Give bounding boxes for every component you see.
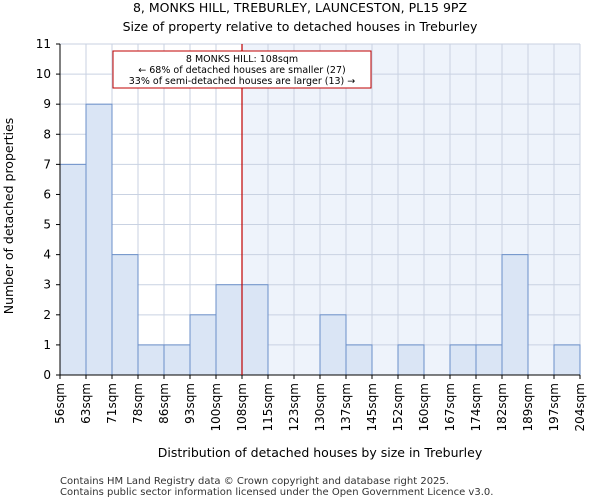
x-tick-label: 137sqm (339, 383, 353, 431)
histogram-bar (553, 344, 581, 376)
histogram-bar (345, 344, 373, 376)
y-axis-label: Number of detached properties (1, 118, 16, 315)
histogram-bar (111, 254, 139, 376)
annotation-line-3: 33% of semi-detached houses are larger (… (129, 76, 356, 87)
annotation-line-2: ← 68% of detached houses are smaller (27… (138, 65, 345, 76)
x-tick-label: 86sqm (157, 383, 171, 424)
x-tick-label: 189sqm (521, 383, 535, 431)
histogram-bar (163, 344, 191, 376)
x-tick-label: 152sqm (391, 383, 405, 431)
chart-subtitle: Size of property relative to detached ho… (123, 19, 478, 34)
x-tick-label: 56sqm (53, 383, 67, 424)
histogram-bar (189, 314, 217, 376)
y-tick-label: 3 (43, 278, 51, 292)
plot-area: 0 1 2 3 4 5 6 7 8 9 10 11 56sqm 63sqm 71sqm 78sqm 86sqm 9… (36, 37, 587, 431)
x-tick-label: 71sqm (105, 383, 119, 424)
y-tick-label: 5 (43, 218, 51, 232)
x-tick-label: 100sqm (209, 383, 223, 431)
histogram-bar (397, 344, 425, 376)
footer-line-2: Contains public sector information licen… (60, 487, 493, 498)
x-tick-label: 123sqm (287, 383, 301, 431)
x-tick-label: 197sqm (547, 383, 561, 431)
y-tick-label: 9 (43, 97, 51, 111)
y-tick-label: 4 (43, 248, 51, 262)
annotation-line-1: 8 MONKS HILL: 108sqm (186, 54, 298, 65)
y-tick-label: 8 (43, 127, 51, 141)
histogram-bar (241, 284, 269, 376)
histogram-bar (85, 103, 113, 376)
x-tick-label: 182sqm (495, 383, 509, 431)
histogram-bar (475, 344, 503, 376)
annotation-box (112, 50, 372, 89)
x-tick-label: 63sqm (79, 383, 93, 424)
x-axis-label: Distribution of detached houses by size … (158, 445, 483, 460)
y-tick-label: 6 (43, 187, 51, 201)
x-tick-label: 130sqm (313, 383, 327, 431)
x-tick-label: 167sqm (443, 383, 457, 431)
histogram-bar (449, 344, 477, 376)
x-tick-label: 78sqm (131, 383, 145, 424)
footer-line-1: Contains HM Land Registry data © Crown c… (60, 476, 449, 487)
histogram-bar (137, 344, 165, 376)
x-tick-label: 145sqm (365, 383, 379, 431)
x-tick-label: 115sqm (261, 383, 275, 431)
y-tick-label: 2 (43, 308, 51, 322)
histogram-bar (501, 254, 529, 376)
chart-title: 8, MONKS HILL, TREBURLEY, LAUNCESTON, PL… (133, 0, 467, 15)
histogram-bar (215, 284, 243, 376)
y-tick-label: 1 (43, 338, 51, 352)
histogram-bar (319, 314, 347, 376)
y-tick-label: 0 (43, 368, 51, 382)
highlight-region (242, 44, 580, 375)
histogram-bar (59, 163, 87, 376)
x-tick-label: 108sqm (235, 383, 249, 431)
y-tick-label: 10 (36, 67, 51, 81)
x-tick-label: 160sqm (417, 383, 431, 431)
x-tick-label: 93sqm (183, 383, 197, 424)
x-tick-label: 174sqm (469, 383, 483, 431)
x-tick-label: 204sqm (573, 383, 587, 431)
y-tick-label: 7 (43, 157, 51, 171)
y-tick-label: 11 (36, 37, 51, 51)
